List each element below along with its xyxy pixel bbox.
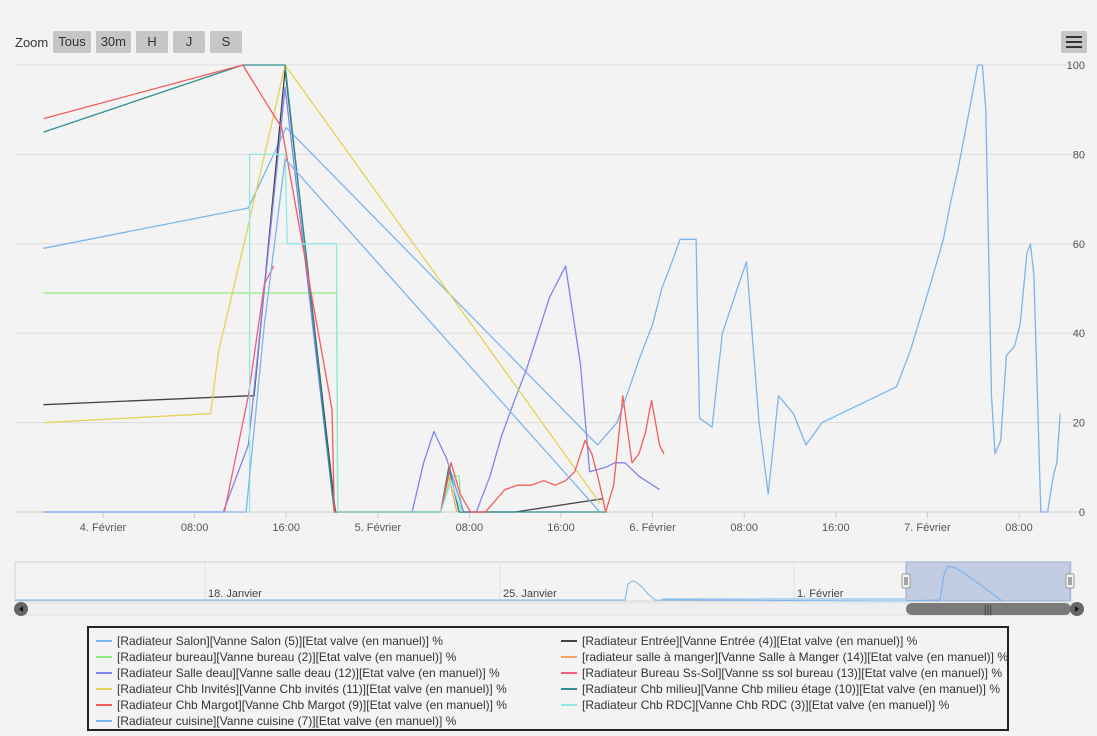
legend-label: [Radiateur bureau][Vanne bureau (2)][Eta… <box>117 650 457 664</box>
legend-label: [Radiateur cuisine][Vanne cuisine (7)][E… <box>117 714 457 728</box>
hamburger-icon <box>1066 36 1082 38</box>
legend-column-2: [Radiateur Entrée][Vanne Entrée (4)][Eta… <box>561 633 1008 713</box>
navigator-area <box>14 561 1072 602</box>
series-line-7 <box>43 64 607 513</box>
navigator-label: 25. Janvier <box>503 588 557 600</box>
legend-swatch <box>96 640 112 642</box>
legend-item[interactable]: [Radiateur bureau][Vanne bureau (2)][Eta… <box>96 649 507 665</box>
legend-item[interactable]: [Radiateur Salon][Vanne Salon (5)][Etat … <box>96 633 507 649</box>
series-line-6 <box>43 64 601 504</box>
legend-swatch <box>96 656 112 658</box>
scrollbar-thumb[interactable] <box>906 603 1071 615</box>
series-line-0 <box>43 64 1061 513</box>
chart-menu-button[interactable] <box>1061 31 1087 53</box>
legend-swatch <box>96 704 112 706</box>
navigator-handle-right[interactable] <box>1065 573 1075 589</box>
chart-legend: [Radiateur Salon][Vanne Salon (5)][Etat … <box>87 626 1009 731</box>
legend-label: [Radiateur Chb Margot][Vanne Chb Margot … <box>117 698 507 712</box>
zoom-label: Zoom <box>15 34 49 50</box>
x-tick-label: 08:00 <box>181 522 209 534</box>
legend-item[interactable]: [radiateur salle à manger][Vanne Salle à… <box>561 649 1008 665</box>
x-tick-label: 08:00 <box>730 522 758 534</box>
series-line-5 <box>223 265 275 513</box>
y-tick-label: 60 <box>1073 239 1085 251</box>
x-tick-label: 16:00 <box>822 522 850 534</box>
legend-item[interactable]: [Radiateur Chb Margot][Vanne Chb Margot … <box>96 697 507 713</box>
navigator-label: 1. Février <box>797 588 844 600</box>
arrow-left-icon <box>19 606 23 612</box>
zoom-day-button[interactable]: J <box>173 31 205 53</box>
legend-swatch <box>561 688 577 690</box>
legend-label: [Radiateur Salon][Vanne Salon (5)][Etat … <box>117 634 443 648</box>
zoom-week-button[interactable]: S <box>210 31 242 53</box>
y-tick-label: 80 <box>1073 149 1085 161</box>
zoom-all-button[interactable]: Tous <box>53 31 91 53</box>
navigator-series-selected <box>905 565 1003 602</box>
y-tick-label: 40 <box>1073 328 1085 340</box>
legend-item[interactable]: [Radiateur Entrée][Vanne Entrée (4)][Eta… <box>561 633 1008 649</box>
y-tick-label: 0 <box>1079 507 1085 519</box>
legend-swatch <box>96 688 112 690</box>
scrollbar-grip: ||| <box>984 604 993 616</box>
legend-swatch <box>96 720 112 722</box>
series-line-4 <box>43 86 660 513</box>
navigator-label: 18. Janvier <box>208 588 262 600</box>
chart-svg: 0 20 40 60 80 100 4. Février 08:00 16:00 5. Févri… <box>14 60 1085 616</box>
x-tick-label: 7. Février <box>904 522 951 534</box>
zoom-toolbar: Zoom Tous 30m H J S <box>15 31 247 53</box>
legend-label: [Radiateur Chb milieu][Vanne Chb milieu … <box>582 682 1000 696</box>
navigator-selection <box>905 561 1071 602</box>
x-tick-label: 6. Février <box>629 522 676 534</box>
navigator-handle-left[interactable] <box>901 573 911 589</box>
y-tick-label: 20 <box>1073 418 1085 430</box>
legend-column-1: [Radiateur Salon][Vanne Salon (5)][Etat … <box>96 633 507 729</box>
x-tick-label: 5. Février <box>355 522 402 534</box>
legend-item[interactable]: [Radiateur Bureau Ss-Sol][Vanne ss sol b… <box>561 665 1008 681</box>
x-tick-label: 16:00 <box>272 522 300 534</box>
legend-swatch <box>96 672 112 674</box>
series-line-8 <box>43 64 665 513</box>
legend-item[interactable]: [Radiateur Chb milieu][Vanne Chb milieu … <box>561 681 1008 697</box>
series-line-10 <box>43 158 601 513</box>
legend-item[interactable]: [Radiateur Chb Invités][Vanne Chb invité… <box>96 681 507 697</box>
legend-label: [Radiateur Chb RDC][Vanne Chb RDC (3)][E… <box>582 698 950 712</box>
x-tick-label: 08:00 <box>456 522 484 534</box>
navigator-series <box>15 580 906 602</box>
series-line-1 <box>43 68 604 513</box>
legend-swatch <box>561 704 577 706</box>
legend-label: [radiateur salle à manger][Vanne Salle à… <box>582 650 1008 664</box>
legend-label: [Radiateur Salle deau][Vanne salle deau … <box>117 666 500 680</box>
x-tick-label: 16:00 <box>547 522 575 534</box>
y-tick-label: 100 <box>1067 60 1085 72</box>
legend-swatch <box>561 656 577 658</box>
x-tick-label: 4. Février <box>80 522 127 534</box>
zoom-hour-button[interactable]: H <box>136 31 168 53</box>
legend-label: [Radiateur Bureau Ss-Sol][Vanne ss sol b… <box>582 666 1002 680</box>
arrow-right-icon <box>1075 606 1079 612</box>
legend-label: [Radiateur Entrée][Vanne Entrée (4)][Eta… <box>582 634 918 648</box>
series-line-9 <box>248 153 463 513</box>
legend-item[interactable]: [Radiateur Salle deau][Vanne salle deau … <box>96 665 507 681</box>
legend-label: [Radiateur Chb Invités][Vanne Chb invité… <box>117 682 507 696</box>
zoom-30m-button[interactable]: 30m <box>95 31 131 53</box>
legend-swatch <box>561 672 577 674</box>
legend-item[interactable]: [Radiateur cuisine][Vanne cuisine (7)][E… <box>96 713 507 729</box>
x-tick-label: 08:00 <box>1005 522 1033 534</box>
legend-swatch <box>561 640 577 642</box>
legend-item[interactable]: [Radiateur Chb RDC][Vanne Chb RDC (3)][E… <box>561 697 1008 713</box>
